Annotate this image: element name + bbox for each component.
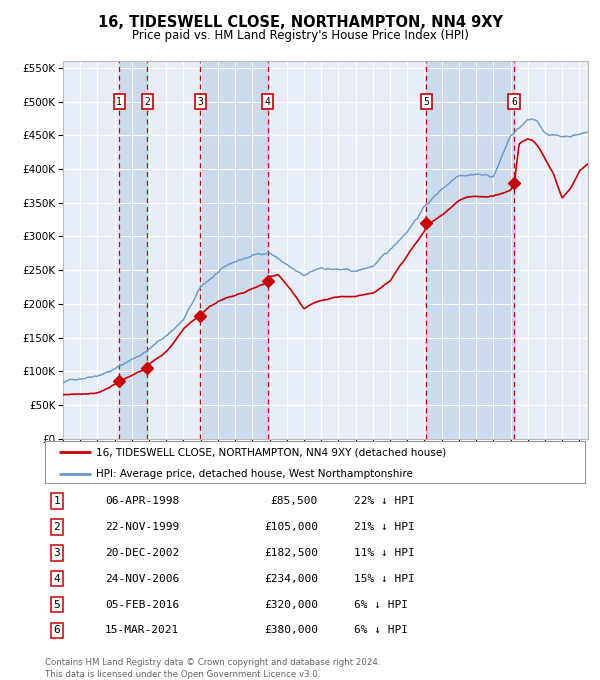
Text: Price paid vs. HM Land Registry's House Price Index (HPI): Price paid vs. HM Land Registry's House …	[131, 29, 469, 41]
Text: 5: 5	[53, 600, 61, 609]
Text: 16, TIDESWELL CLOSE, NORTHAMPTON, NN4 9XY (detached house): 16, TIDESWELL CLOSE, NORTHAMPTON, NN4 9X…	[96, 447, 446, 458]
Text: 21% ↓ HPI: 21% ↓ HPI	[354, 522, 415, 532]
Text: £85,500: £85,500	[271, 496, 318, 506]
Text: £380,000: £380,000	[264, 626, 318, 635]
Text: 4: 4	[53, 574, 61, 583]
Text: 24-NOV-2006: 24-NOV-2006	[105, 574, 179, 583]
Text: 6: 6	[53, 626, 61, 635]
Text: 22% ↓ HPI: 22% ↓ HPI	[354, 496, 415, 506]
Bar	[200, 61, 268, 439]
Text: 2: 2	[53, 522, 61, 532]
Text: 1: 1	[116, 97, 122, 107]
Text: £320,000: £320,000	[264, 600, 318, 609]
Text: 3: 3	[197, 97, 203, 107]
Text: 15% ↓ HPI: 15% ↓ HPI	[354, 574, 415, 583]
Text: 3: 3	[53, 548, 61, 558]
Text: Contains HM Land Registry data © Crown copyright and database right 2024.: Contains HM Land Registry data © Crown c…	[45, 658, 380, 667]
Text: 15-MAR-2021: 15-MAR-2021	[105, 626, 179, 635]
Text: 20-DEC-2002: 20-DEC-2002	[105, 548, 179, 558]
Text: 6% ↓ HPI: 6% ↓ HPI	[354, 600, 408, 609]
Text: 6: 6	[511, 97, 517, 107]
Text: £234,000: £234,000	[264, 574, 318, 583]
Text: 1: 1	[53, 496, 61, 506]
Text: 6% ↓ HPI: 6% ↓ HPI	[354, 626, 408, 635]
Text: 06-APR-1998: 06-APR-1998	[105, 496, 179, 506]
Bar	[426, 61, 514, 439]
Text: 4: 4	[265, 97, 271, 107]
Text: 05-FEB-2016: 05-FEB-2016	[105, 600, 179, 609]
Text: 2: 2	[144, 97, 150, 107]
Text: £105,000: £105,000	[264, 522, 318, 532]
Text: 16, TIDESWELL CLOSE, NORTHAMPTON, NN4 9XY: 16, TIDESWELL CLOSE, NORTHAMPTON, NN4 9X…	[97, 15, 503, 30]
Text: 11% ↓ HPI: 11% ↓ HPI	[354, 548, 415, 558]
Text: HPI: Average price, detached house, West Northamptonshire: HPI: Average price, detached house, West…	[96, 469, 413, 479]
Text: 22-NOV-1999: 22-NOV-1999	[105, 522, 179, 532]
Text: This data is licensed under the Open Government Licence v3.0.: This data is licensed under the Open Gov…	[45, 670, 320, 679]
Bar	[119, 61, 147, 439]
Text: 5: 5	[423, 97, 429, 107]
Text: £182,500: £182,500	[264, 548, 318, 558]
